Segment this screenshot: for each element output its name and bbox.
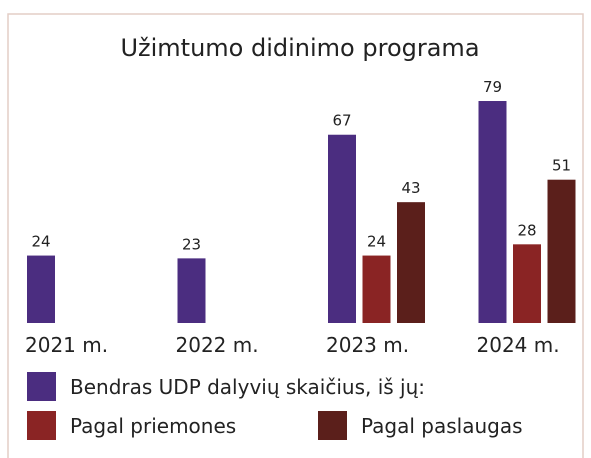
x-tick-label: 2023 m. xyxy=(326,333,409,357)
legend-label: Pagal paslaugas xyxy=(361,414,523,438)
bar xyxy=(27,255,55,323)
frame xyxy=(7,13,584,458)
bar xyxy=(547,179,576,323)
x-tick-label: 2024 m. xyxy=(477,333,560,357)
legend-swatch xyxy=(318,411,347,440)
chart-title: Užimtumo didinimo programa xyxy=(120,34,479,62)
value-label: 79 xyxy=(483,78,502,96)
x-tick-label: 2021 m. xyxy=(25,333,108,357)
legend-swatch xyxy=(27,411,56,440)
value-label: 23 xyxy=(182,235,201,253)
value-label: 24 xyxy=(31,233,50,251)
value-label: 67 xyxy=(332,112,351,130)
legend-swatch xyxy=(27,372,56,401)
bar xyxy=(177,258,206,323)
bar xyxy=(328,134,356,323)
value-label: 28 xyxy=(517,221,536,239)
value-label: 43 xyxy=(401,179,420,197)
bar xyxy=(397,202,425,323)
value-label: 24 xyxy=(367,233,386,251)
legend-label: Pagal priemones xyxy=(70,414,236,438)
legend-label: Bendras UDP dalyvių skaičius, iš jų: xyxy=(70,375,425,399)
value-label: 51 xyxy=(552,157,571,175)
bar xyxy=(362,255,391,323)
x-tick-label: 2022 m. xyxy=(176,333,259,357)
bar xyxy=(513,244,541,323)
bar xyxy=(478,101,507,323)
